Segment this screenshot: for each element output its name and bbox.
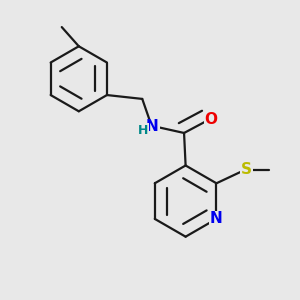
Text: N: N <box>210 212 223 226</box>
Text: N: N <box>146 119 159 134</box>
Text: O: O <box>205 112 218 127</box>
Text: H: H <box>138 124 148 137</box>
Text: S: S <box>241 162 252 177</box>
